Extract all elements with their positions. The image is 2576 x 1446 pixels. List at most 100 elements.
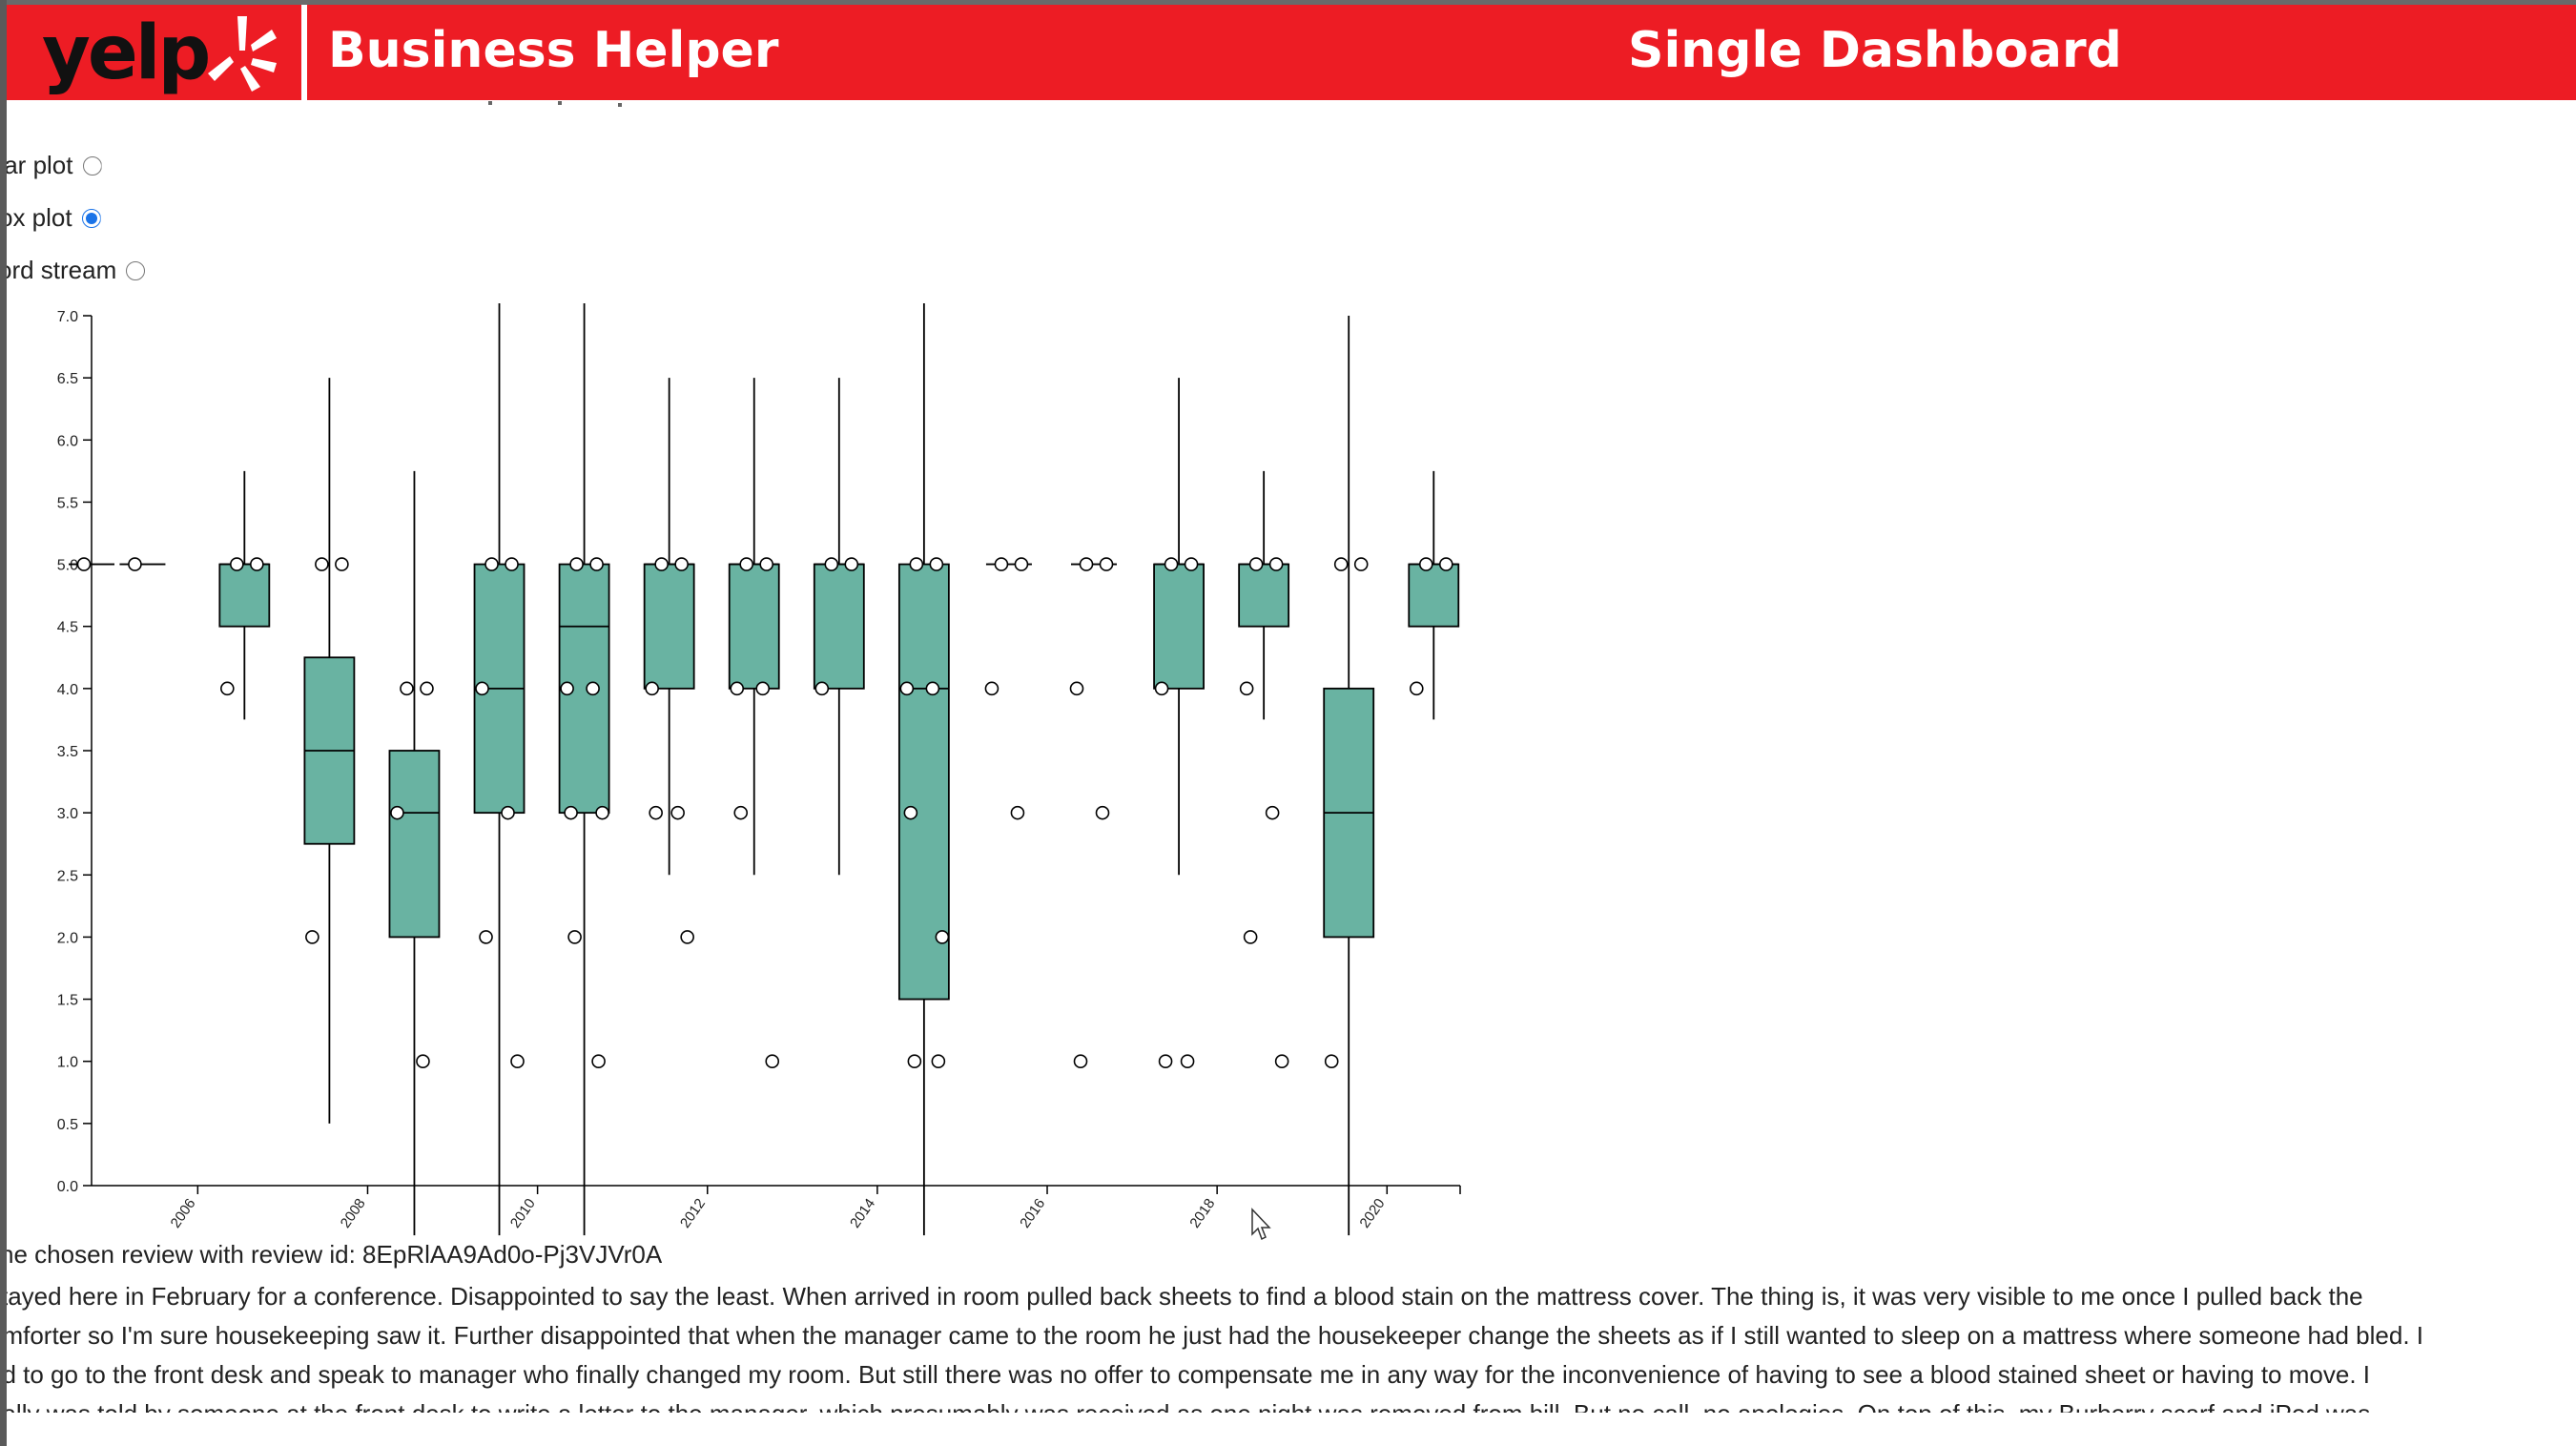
data-point (907, 1054, 922, 1069)
data-point (899, 681, 915, 696)
y-tick-label: 4.0 (57, 682, 78, 698)
review-text-line: stayed here in February for a conference… (0, 1282, 2363, 1311)
window-frame-left (0, 0, 7, 1446)
box-iqr (1238, 563, 1290, 628)
yelp-logo-text: yelp (42, 10, 211, 96)
box-iqr (728, 563, 780, 690)
yelp-logo[interactable]: yelp (7, 5, 300, 100)
data-point (1353, 557, 1369, 571)
data-point (501, 805, 515, 820)
radio-box-plot-input[interactable] (81, 208, 101, 228)
data-point (824, 557, 839, 571)
box-iqr (897, 563, 950, 1001)
box-plot-chart: 0.0 0.5 1.0 1.5 2.0 2.5 3.0 3.5 4.0 4.5 5.0 5.5 6.0 6… (57, 302, 1461, 1236)
y-tick-label: 0.5 (57, 1117, 78, 1133)
data-point (680, 930, 694, 944)
x-tick-label: 2012 (677, 1196, 709, 1231)
data-point (564, 805, 578, 820)
review-text-line: nally was told by someone at the front d… (7, 1394, 2576, 1413)
data-point (305, 930, 319, 944)
data-point (510, 1054, 525, 1069)
data-point (984, 681, 999, 696)
data-point (935, 930, 950, 944)
window-frame-top (0, 0, 2576, 5)
radio-star-plot-label: tar plot (0, 151, 73, 179)
data-point (567, 930, 582, 944)
data-point (335, 557, 349, 571)
box-iqr (218, 563, 271, 628)
data-point (586, 681, 600, 696)
data-point (925, 681, 940, 696)
radio-box-plot[interactable]: ox plot (7, 203, 101, 233)
radio-word-stream-label: ord stream (0, 256, 117, 284)
data-point (1099, 557, 1114, 571)
data-point (1409, 681, 1424, 696)
data-point (733, 805, 749, 820)
app-title: Business Helper (328, 22, 779, 79)
data-point (903, 805, 918, 820)
box-iqr (1408, 563, 1460, 628)
data-point (1324, 1054, 1339, 1069)
data-point (909, 557, 924, 571)
x-tick-label: 2006 (168, 1196, 199, 1231)
data-point (670, 805, 685, 820)
y-tick-label: 7.0 (57, 309, 78, 325)
data-point (1268, 557, 1284, 571)
mouse-cursor-icon (1251, 1208, 1271, 1241)
data-point (929, 557, 944, 571)
data-point (475, 681, 489, 696)
data-point (76, 557, 92, 571)
x-tick-label: 2018 (1186, 1196, 1218, 1231)
x-tick-label: 2020 (1356, 1196, 1388, 1231)
dashboard-title: Single Dashboard (1628, 22, 2122, 79)
y-tick-label: 2.0 (57, 930, 78, 946)
data-point (400, 681, 414, 696)
data-point (1154, 681, 1169, 696)
radio-word-stream[interactable]: ord stream (0, 256, 146, 285)
data-point (589, 557, 604, 571)
x-tick-label: 2008 (338, 1196, 369, 1231)
data-point (479, 930, 493, 944)
data-point (994, 557, 1009, 571)
radio-word-stream-input[interactable] (126, 260, 146, 280)
y-tick-label: 1.0 (57, 1055, 78, 1071)
data-point (1184, 557, 1199, 571)
data-point (1079, 557, 1094, 571)
data-point (654, 557, 669, 571)
data-point (220, 681, 235, 696)
box-iqr (1153, 563, 1205, 690)
data-point (1239, 681, 1254, 696)
x-tick-label: 2016 (1017, 1196, 1048, 1231)
y-tick-label: 5.0 (57, 558, 78, 574)
radio-star-plot[interactable]: tar plot (0, 151, 102, 180)
box-iqr (643, 563, 695, 690)
y-tick-label: 6.5 (57, 371, 78, 387)
data-point (128, 557, 142, 571)
clipped-text-remnant (488, 101, 622, 107)
data-point (674, 557, 689, 571)
data-point (1243, 930, 1258, 944)
data-point (1014, 557, 1029, 571)
y-tick-label: 3.5 (57, 744, 78, 760)
review-text: stayed here in February for a conference… (0, 1277, 2576, 1413)
data-point (1248, 557, 1264, 571)
data-point (759, 557, 774, 571)
data-point (420, 681, 434, 696)
data-point (645, 681, 659, 696)
data-point (649, 805, 663, 820)
yelp-burst-icon (208, 16, 277, 92)
data-point (416, 1054, 430, 1069)
data-point (1333, 557, 1349, 571)
y-tick-label: 0.0 (57, 1179, 78, 1195)
data-point (230, 557, 244, 571)
data-point (730, 681, 745, 696)
radio-star-plot-input[interactable] (82, 155, 102, 176)
x-tick-label: 2010 (507, 1196, 539, 1231)
y-tick-label: 5.5 (57, 495, 78, 511)
data-point (1069, 681, 1084, 696)
y-tick-label: 1.5 (57, 993, 78, 1009)
data-point (595, 805, 609, 820)
box-iqr (813, 563, 865, 690)
data-point (250, 557, 264, 571)
data-point (1418, 557, 1433, 571)
